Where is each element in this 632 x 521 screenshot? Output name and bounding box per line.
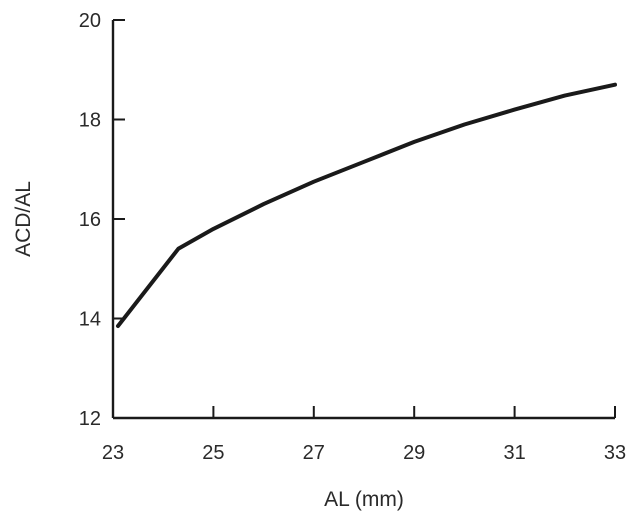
y-axis-ticks: 12 14 16 18 20 xyxy=(79,10,125,430)
y-tick-label: 16 xyxy=(79,209,101,231)
series-line-0 xyxy=(116,82,617,328)
series-group xyxy=(116,82,617,328)
x-tick-label: 31 xyxy=(503,442,525,464)
x-tick-label: 33 xyxy=(604,442,626,464)
y-tick-label: 18 xyxy=(79,110,101,132)
x-tick-label: 25 xyxy=(202,442,224,464)
x-axis-title: AL (mm) xyxy=(324,488,404,511)
x-axis-ticks: 23 25 27 29 31 33 xyxy=(102,406,626,464)
x-tick-label: 27 xyxy=(303,442,325,464)
y-tick-label: 12 xyxy=(79,408,101,430)
y-axis-title: ACD/AL xyxy=(12,181,35,257)
x-tick-label: 29 xyxy=(403,442,425,464)
x-tick-label: 23 xyxy=(102,442,124,464)
y-tick-label: 20 xyxy=(79,10,101,32)
y-tick-label: 14 xyxy=(79,309,101,331)
